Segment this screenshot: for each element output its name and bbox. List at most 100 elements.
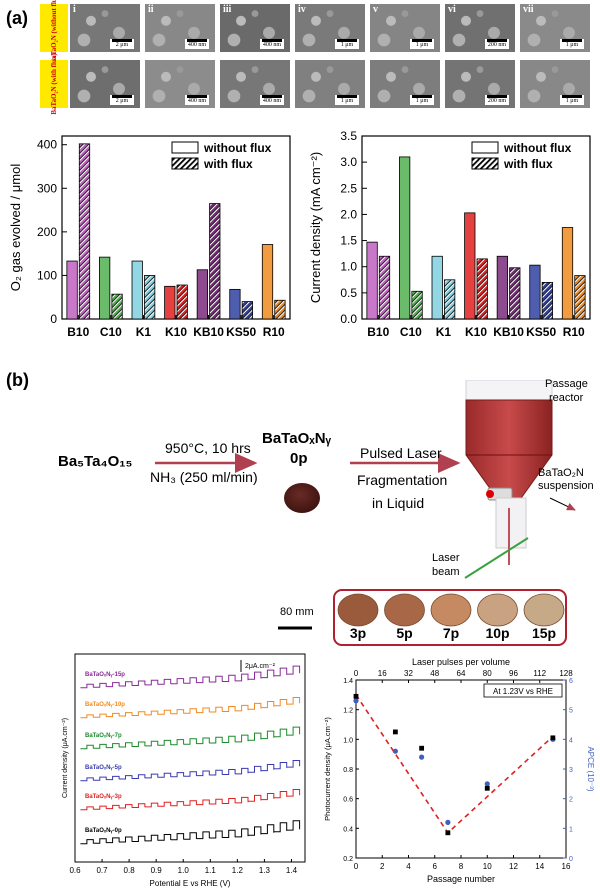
x-tick-label: 0.6	[69, 866, 81, 875]
bar-without-flux-R10	[261, 244, 274, 320]
lsv-trace-0	[80, 665, 301, 689]
lsv-trace-label: BaTaOₓNᵧ-0p	[85, 828, 122, 834]
bar-with-flux-R10	[574, 275, 586, 320]
y-tick-label: 200	[37, 225, 57, 239]
y-tick-label: 1.4	[343, 678, 353, 685]
sem-scale-bar: 1 μm	[335, 39, 359, 49]
photocurrent-apce-chart: 00216432648864108012961411216128Passage …	[323, 657, 595, 884]
x-tick-label: C10	[100, 325, 122, 339]
bar-without-flux-K10	[464, 212, 476, 320]
laser-label-2: beam	[432, 566, 460, 578]
sem-image-with-flux-iii: 400 nm	[220, 60, 290, 108]
step-pulsed-laser: Pulsed Laser	[360, 445, 442, 461]
sem-scale-bar: 1 μm	[560, 95, 584, 105]
lsv-trace-label: BaTaOₓNᵧ-3p	[85, 794, 122, 800]
sem-image-without-flux-iii: iii 400 nm	[220, 4, 290, 52]
y-tick-label: 2.5	[340, 181, 357, 195]
sem-scale-text: 2 μm	[115, 98, 129, 104]
sem-image-with-flux-iv: 1 μm	[295, 60, 365, 108]
sem-image-with-flux-v: 1 μm	[370, 60, 440, 108]
y-tick-label: 0.5	[340, 286, 357, 300]
sem-scale-text: 2 μm	[115, 42, 129, 48]
annotation-text: At 1.23V vs RHE	[493, 687, 553, 696]
sem-scale-bar: 400 nm	[260, 95, 284, 105]
legend-label-without-flux: without flux	[203, 141, 272, 155]
sample-disc-15p	[523, 593, 565, 627]
sem-image-with-flux-vi: 200 nm	[445, 60, 515, 108]
lsv-trace-3	[80, 760, 301, 782]
sem-scale-bar: 400 nm	[185, 95, 209, 105]
y-tick-label: 0.6	[343, 797, 353, 804]
x-tick-label: 1.3	[259, 866, 271, 875]
sem-column-label: ii	[148, 4, 154, 15]
y2-tick-label: 2	[569, 797, 573, 804]
condition-ammonia: NH₃ (250 ml/min)	[150, 469, 258, 485]
sem-scale-text: 400 nm	[187, 42, 207, 48]
bar-without-flux-K1	[131, 260, 143, 320]
legend-swatch-with-flux	[471, 157, 499, 170]
bar-without-flux-KB10	[496, 255, 508, 320]
x-tick-label: 10	[483, 862, 492, 871]
bar-without-flux-KS50	[529, 264, 541, 320]
bar-without-flux-K1	[431, 255, 443, 320]
y-tick-label: 3.5	[340, 129, 357, 143]
apce-point	[353, 698, 359, 704]
sem-scale-text: 400 nm	[187, 98, 207, 104]
suspension-label-2: suspension	[538, 480, 594, 492]
y-tick-label: 0.4	[343, 826, 353, 833]
y2-tick-label: 3	[569, 767, 573, 774]
sem-scale-text: 1 μm	[415, 98, 429, 104]
bar-with-flux-K10	[476, 258, 488, 320]
top-x-tick-label: 16	[378, 669, 387, 678]
annotation-box	[483, 683, 563, 698]
sem-scale-text: 400 nm	[262, 42, 282, 48]
sem-scale-text: 1 μm	[565, 42, 579, 48]
sem-column-label: iii	[223, 4, 232, 15]
y-axis-label: Current density (μA.cm⁻²)	[62, 718, 69, 798]
bar-with-flux-K1	[444, 279, 456, 320]
sem-scale-text: 1 μm	[340, 42, 354, 48]
lsv-current-chart: 0.6 0.7 0.8 0.9 1.0 1.1 1.2 1.3 1.4 Potential E v…	[62, 653, 306, 888]
sem-image-without-flux-vi: vi 200 nm	[445, 4, 515, 52]
sem-image-without-flux-iv: iv 1 μm	[295, 4, 365, 52]
x-tick-label: K1	[436, 325, 452, 339]
y2-tick-label: 6	[569, 678, 573, 685]
x-tick-label: KS50	[226, 325, 256, 339]
sem-image-with-flux-i: 2 μm	[70, 60, 140, 108]
lsv-trace-label: BaTaOₓNᵧ-5p	[85, 765, 122, 771]
y-tick-label: 0.0	[340, 312, 357, 326]
y-tick-label: 1.0	[343, 737, 353, 744]
step-in-liquid: in Liquid	[372, 495, 425, 511]
sem-scale-bar: 1 μm	[335, 95, 359, 105]
x-tick-label: 1.2	[232, 866, 244, 875]
bar-with-flux-C10	[111, 293, 123, 320]
condition-temperature: 950°C, 10 hrs	[165, 440, 251, 456]
panel-a-label: (a)	[6, 8, 28, 28]
lsv-trace-4	[80, 789, 301, 811]
synthesis-scheme: 3p 5p 7p 10p 15p	[155, 380, 576, 646]
apce-point	[445, 819, 451, 825]
y2-axis-label: APCE (10⁻³)	[586, 746, 595, 791]
sem-column-label: vii	[523, 4, 534, 15]
sem-scale-bar: 1 μm	[560, 39, 584, 49]
legend-label-with-flux: with flux	[203, 157, 253, 171]
sample-label-10p: 10p	[485, 625, 509, 641]
sem-scale-bar: 1 μm	[410, 95, 434, 105]
plot-frame	[74, 653, 306, 863]
sem-column-label: iv	[298, 4, 306, 15]
bar-without-flux-C10	[399, 156, 411, 320]
x-tick-label: 1.1	[205, 866, 217, 875]
top-x-tick-label: 48	[430, 669, 439, 678]
sem-image-without-flux-i: i 2 μm	[70, 4, 140, 52]
y-axis-label: Current density (mA cm⁻²)	[308, 152, 323, 303]
legend-label-without-flux: without flux	[503, 141, 572, 155]
x-tick-label: 14	[535, 862, 544, 871]
y-tick-label: 3.0	[340, 155, 357, 169]
y-tick-label: 2.0	[340, 207, 357, 221]
lsv-trace-label: BaTaOₓNᵧ-15p	[85, 672, 125, 678]
x-tick-label: R10	[563, 325, 585, 339]
legend-swatch-without-flux	[171, 141, 199, 154]
top-x-tick-label: 112	[533, 669, 546, 678]
y-axis-label: O₂ gas evolved / μmol	[8, 164, 23, 292]
y2-tick-label: 5	[569, 708, 573, 715]
